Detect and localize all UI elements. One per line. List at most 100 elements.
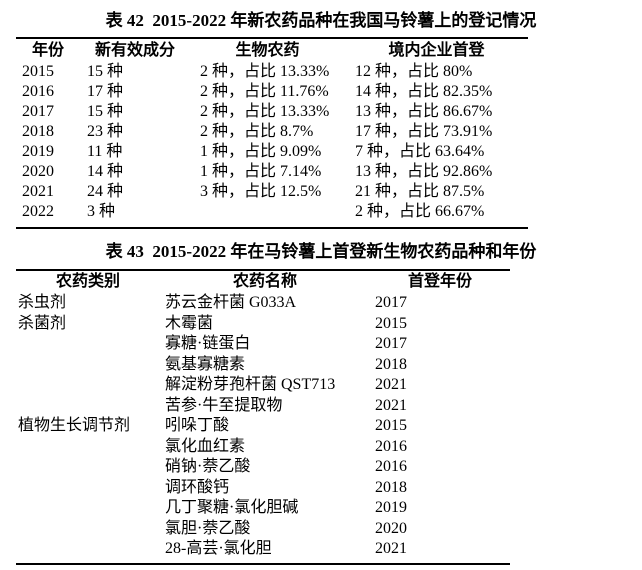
category-cell: [16, 457, 160, 478]
table-row: 杀虫剂 苏云金杆菌 G033A 2017: [16, 293, 510, 314]
year-cell: 2015: [22, 63, 54, 80]
bio-pesticide-cell: 1 种，占比 7.14%: [200, 163, 322, 180]
pesticide-name-cell: 木霉菌: [165, 314, 214, 332]
table-row: 硝钠·萘乙酸 2016: [16, 457, 510, 478]
table-row: 2015 15 种 2 种，占比 13.33% 12 种，占比 80%: [16, 62, 528, 82]
category-cell: [16, 539, 160, 564]
first-year-cell: 2017: [375, 294, 407, 311]
domestic-first-cell: 14 种，占比 82.35%: [355, 83, 493, 100]
first-year-cell: 2019: [375, 499, 407, 516]
category-cell: 植物生长调节剂: [18, 417, 131, 434]
category-cell: [16, 478, 160, 499]
pesticide-name-cell: 几丁聚糖·氯化胆碱: [165, 499, 299, 516]
domestic-first-cell: 2 种，占比 66.67%: [355, 203, 485, 220]
table-row: 2016 17 种 2 种，占比 11.76% 14 种，占比 82.35%: [16, 82, 528, 102]
category-cell: [16, 355, 160, 376]
category-cell: [16, 437, 160, 458]
year-cell: 2018: [22, 123, 54, 140]
table-row: 2020 14 种 1 种，占比 7.14% 13 种，占比 92.86%: [16, 162, 528, 182]
category-cell: 杀菌剂: [18, 314, 67, 332]
domestic-first-cell: 21 种，占比 87.5%: [355, 183, 485, 200]
first-year-cell: 2018: [375, 478, 407, 496]
bio-pesticide-cell: 2 种，占比 8.7%: [200, 123, 314, 140]
table-43-header-row: 农药类别 农药名称 首登年份: [16, 270, 510, 293]
table-row: 调环酸钙 2018: [16, 478, 510, 499]
new-ingredients-cell: 3 种: [87, 203, 116, 220]
category-cell: [16, 498, 160, 519]
table-row: 氯化血红素 2016: [16, 437, 510, 458]
category-cell: [16, 519, 160, 540]
table-row: 2021 24 种 3 种，占比 12.5% 21 种，占比 87.5%: [16, 182, 528, 202]
domestic-first-cell: 13 种，占比 92.86%: [355, 163, 493, 180]
year-cell: 2020: [22, 163, 54, 180]
year-cell: 2021: [22, 183, 54, 200]
first-year-cell: 2021: [375, 376, 407, 393]
bio-pesticide-cell: 3 种，占比 12.5%: [200, 183, 322, 200]
table-row: 氨基寡糖素 2018: [16, 355, 510, 376]
new-ingredients-cell: 11 种: [87, 143, 123, 160]
new-ingredients-cell: 24 种: [87, 183, 124, 200]
pesticide-name-cell: 28-高芸·氯化胆: [165, 540, 272, 557]
pesticide-name-cell: 寡糖·链蛋白: [165, 335, 251, 352]
column-header-new-active-ingredients: 新有效成分: [94, 42, 175, 59]
year-cell: 2019: [22, 143, 54, 160]
bio-pesticide-cell: [190, 202, 345, 228]
bio-pesticide-cell: 1 种，占比 9.09%: [200, 143, 322, 160]
column-header-first-registration-year: 首登年份: [407, 273, 472, 290]
pesticide-name-cell: 氨基寡糖素: [165, 355, 246, 373]
pesticide-name-cell: 氯胆·萘乙酸: [165, 519, 251, 537]
bio-pesticide-cell: 2 种，占比 13.33%: [200, 63, 330, 80]
year-cell: 2017: [22, 103, 54, 120]
table-row: 氯胆·萘乙酸 2020: [16, 519, 510, 540]
new-ingredients-cell: 15 种: [87, 103, 124, 120]
table-row: 几丁聚糖·氯化胆碱 2019: [16, 498, 510, 519]
table-43-title: 表 43 2015-2022 年在马铃薯上首登新生物农药品种和年份: [105, 242, 537, 261]
table-row: 解淀粉芽孢杆菌 QST713 2021: [16, 375, 510, 396]
pesticide-name-cell: 调环酸钙: [165, 478, 230, 496]
column-header-pesticide-name: 农药名称: [232, 273, 297, 290]
first-year-cell: 2021: [375, 540, 407, 557]
table-row: 2022 3 种 2 种，占比 66.67%: [16, 202, 528, 228]
category-cell: [16, 334, 160, 355]
domestic-first-cell: 13 种，占比 86.67%: [355, 103, 493, 120]
bio-pesticide-cell: 2 种，占比 11.76%: [200, 83, 329, 100]
first-year-cell: 2018: [375, 355, 407, 373]
pesticide-name-cell: 硝钠·萘乙酸: [165, 458, 251, 475]
new-ingredients-cell: 14 种: [87, 163, 124, 180]
table-42-title: 表 42 2015-2022 年新农药品种在我国马铃薯上的登记情况: [105, 11, 537, 30]
table-row: 植物生长调节剂 吲哚丁酸 2015: [16, 416, 510, 437]
pesticide-name-cell: 苦参·牛至提取物: [165, 396, 283, 414]
domestic-first-cell: 17 种，占比 73.91%: [355, 123, 493, 140]
first-year-cell: 2015: [375, 417, 407, 434]
bio-pesticide-cell: 2 种，占比 13.33%: [200, 103, 330, 120]
domestic-first-cell: 12 种，占比 80%: [355, 63, 473, 80]
table-row: 杀菌剂 木霉菌 2015: [16, 314, 510, 335]
table-row: 苦参·牛至提取物 2021: [16, 396, 510, 417]
column-header-year: 年份: [31, 42, 64, 59]
table-row: 2018 23 种 2 种，占比 8.7% 17 种，占比 73.91%: [16, 122, 528, 142]
year-cell: 2016: [22, 83, 54, 100]
first-year-cell: 2016: [375, 458, 407, 475]
column-header-domestic-first-registration: 境内企业首登: [388, 42, 485, 59]
year-cell: 2022: [22, 203, 54, 220]
table-43: 农药类别 农药名称 首登年份 杀虫剂 苏云金杆菌 G033A 2017 杀菌剂 …: [16, 269, 510, 565]
pesticide-name-cell: 吲哚丁酸: [165, 417, 230, 434]
pesticide-name-cell: 苏云金杆菌 G033A: [165, 294, 297, 311]
new-ingredients-cell: 23 种: [87, 123, 124, 140]
category-cell: 杀虫剂: [18, 294, 67, 311]
domestic-first-cell: 7 种，占比 63.64%: [355, 143, 485, 160]
first-year-cell: 2015: [375, 314, 407, 332]
category-cell: [16, 396, 160, 417]
table-42: 年份 新有效成分 生物农药 境内企业首登 2015 15 种 2 种，占比 13…: [16, 37, 528, 229]
pesticide-name-cell: 氯化血红素: [165, 437, 246, 455]
table-row: 28-高芸·氯化胆 2021: [16, 539, 510, 564]
first-year-cell: 2020: [375, 519, 407, 537]
new-ingredients-cell: 17 种: [87, 83, 124, 100]
pesticide-name-cell: 解淀粉芽孢杆菌 QST713: [165, 376, 336, 393]
column-header-bio-pesticide: 生物农药: [235, 42, 300, 59]
first-year-cell: 2017: [375, 335, 407, 352]
table-row: 2017 15 种 2 种，占比 13.33% 13 种，占比 86.67%: [16, 102, 528, 122]
table-row: 2019 11 种 1 种，占比 9.09% 7 种，占比 63.64%: [16, 142, 528, 162]
new-ingredients-cell: 15 种: [87, 63, 124, 80]
column-header-pesticide-category: 农药类别: [55, 273, 120, 290]
